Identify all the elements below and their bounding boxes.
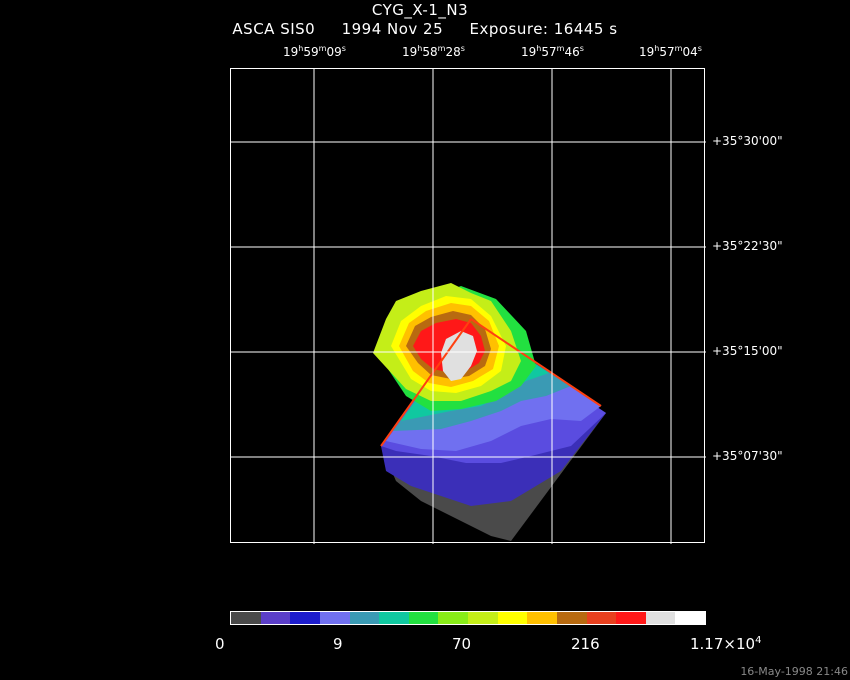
colorbar <box>230 611 706 625</box>
detector-edge-line <box>380 318 472 447</box>
colorbar-label-min: 0 <box>215 635 225 653</box>
sky-image-frame <box>230 68 706 544</box>
colorbar-label-70: 70 <box>452 635 472 653</box>
colorbar-swatch-8 <box>468 612 498 624</box>
colorbar-swatch-0 <box>231 612 261 624</box>
timestamp-footer: 16-May-1998 21:46 <box>740 665 848 678</box>
exposure-label: Exposure: 16445 s <box>469 20 618 38</box>
colorbar-swatch-15 <box>675 612 705 624</box>
colorbar-swatch-11 <box>556 612 587 624</box>
dec-label-2: +35°22'30" <box>712 239 783 253</box>
coordinate-grid <box>231 69 706 544</box>
detector-edge-line-2 <box>470 318 602 407</box>
colorbar-swatch-14 <box>645 612 676 624</box>
colorbar-swatch-7 <box>438 612 468 624</box>
image-subtitle: ASCA SIS0 1994 Nov 25 Exposure: 16445 s <box>0 20 850 38</box>
colorbar-label-max: 1.17×104 <box>690 635 762 653</box>
colorbar-swatch-9 <box>497 612 528 624</box>
colorbar-swatch-12 <box>586 612 617 624</box>
ra-label-2: 19h58m28s <box>402 44 465 59</box>
ra-label-1: 19h59m09s <box>283 44 346 59</box>
dec-label-4: +35°07'30" <box>712 449 783 463</box>
ra-label-3: 19h57m46s <box>521 44 584 59</box>
sky-image <box>231 69 706 544</box>
colorbar-swatch-3 <box>319 612 350 624</box>
level-peak <box>441 331 477 381</box>
colorbar-label-9: 9 <box>333 635 343 653</box>
dec-label-3: +35°15'00" <box>712 344 783 358</box>
dec-label-1: +35°30'00" <box>712 134 783 148</box>
observation-date: 1994 Nov 25 <box>341 20 444 38</box>
instrument-label: ASCA SIS0 <box>232 20 316 38</box>
colorbar-swatch-1 <box>260 612 291 624</box>
colorbar-label-216: 216 <box>571 635 600 653</box>
colorbar-swatch-13 <box>616 612 646 624</box>
colorbar-swatch-6 <box>408 612 439 624</box>
colorbar-swatch-4 <box>349 612 380 624</box>
colorbar-swatch-2 <box>290 612 320 624</box>
colorbar-swatch-10 <box>527 612 557 624</box>
colorbar-swatch-5 <box>379 612 409 624</box>
ra-label-4: 19h57m04s <box>639 44 702 59</box>
image-title: CYG_X-1_N3 <box>371 1 469 19</box>
